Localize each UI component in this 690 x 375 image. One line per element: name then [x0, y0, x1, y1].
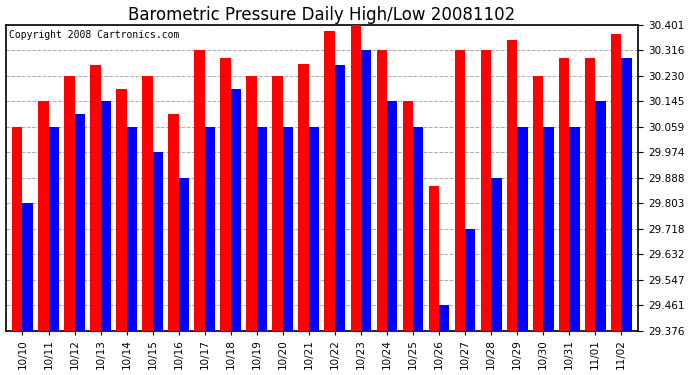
Bar	[559, 58, 569, 330]
Bar	[38, 101, 48, 330]
Bar	[299, 64, 309, 330]
Bar	[101, 101, 111, 330]
Bar	[465, 229, 475, 330]
Bar	[64, 76, 75, 330]
Bar	[12, 127, 23, 330]
Bar	[23, 203, 33, 330]
Bar	[152, 152, 163, 330]
Bar	[611, 34, 621, 330]
Bar	[195, 51, 205, 330]
Title: Barometric Pressure Daily High/Low 20081102: Barometric Pressure Daily High/Low 20081…	[128, 6, 515, 24]
Bar	[116, 88, 127, 330]
Bar	[413, 127, 424, 330]
Bar	[455, 51, 465, 330]
Bar	[168, 114, 179, 330]
Bar	[351, 25, 361, 330]
Bar	[142, 76, 152, 330]
Bar	[75, 114, 85, 330]
Bar	[257, 127, 267, 330]
Bar	[335, 65, 345, 330]
Bar	[481, 51, 491, 330]
Bar	[324, 32, 335, 330]
Bar	[585, 58, 595, 330]
Bar	[439, 305, 449, 330]
Bar	[506, 40, 518, 330]
Bar	[273, 76, 283, 330]
Bar	[230, 88, 241, 330]
Bar	[90, 65, 101, 330]
Bar	[48, 127, 59, 330]
Bar	[127, 127, 137, 330]
Bar	[428, 186, 439, 330]
Bar	[621, 58, 632, 330]
Bar	[283, 127, 293, 330]
Bar	[595, 101, 606, 330]
Bar	[543, 127, 553, 330]
Bar	[491, 178, 502, 330]
Bar	[220, 58, 230, 330]
Text: Copyright 2008 Cartronics.com: Copyright 2008 Cartronics.com	[9, 30, 179, 40]
Bar	[179, 178, 189, 330]
Bar	[387, 101, 397, 330]
Bar	[533, 76, 543, 330]
Bar	[205, 127, 215, 330]
Bar	[246, 76, 257, 330]
Bar	[377, 51, 387, 330]
Bar	[361, 51, 371, 330]
Bar	[402, 101, 413, 330]
Bar	[518, 127, 528, 330]
Bar	[569, 127, 580, 330]
Bar	[309, 127, 319, 330]
